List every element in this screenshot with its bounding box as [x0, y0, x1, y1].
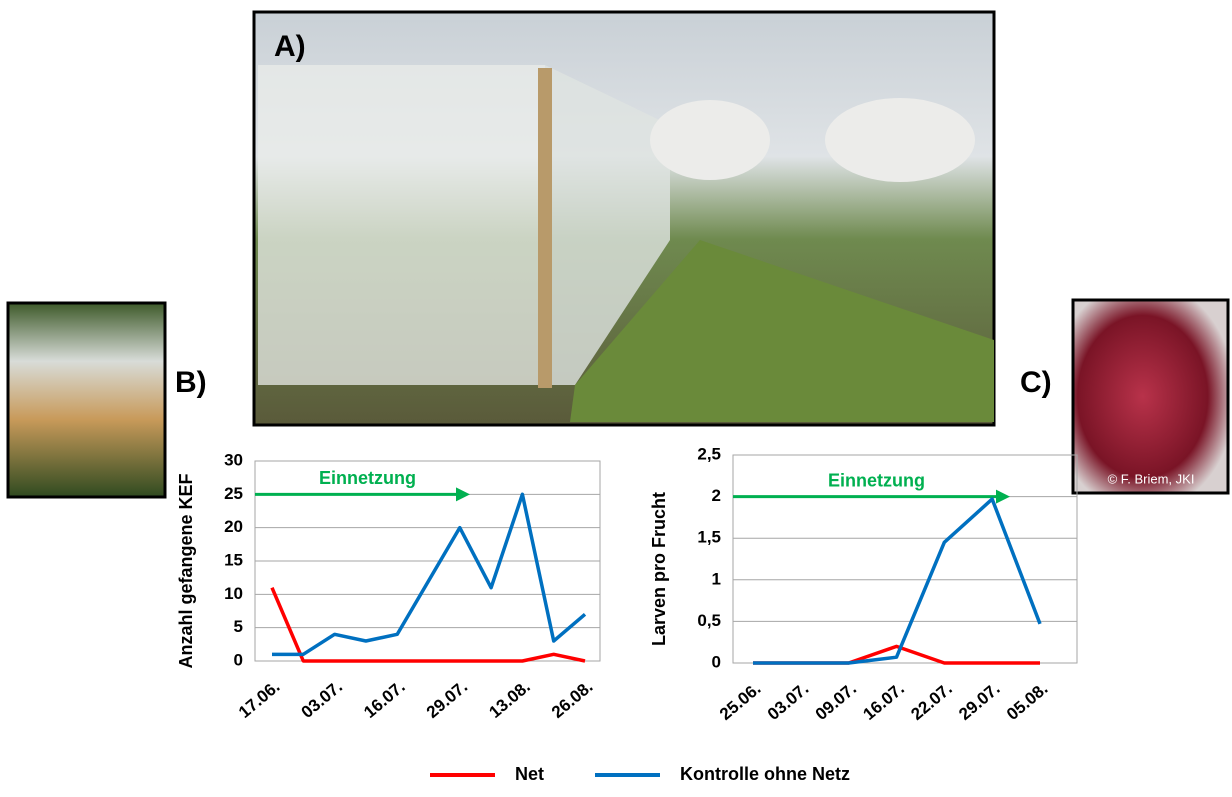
- x-tick-label: 22.07.: [907, 679, 955, 724]
- x-tick-label: 25.06.: [716, 679, 764, 724]
- series-line: [753, 499, 1040, 663]
- y-tick-label: 10: [224, 584, 243, 603]
- x-tick-label: 29.07.: [955, 679, 1003, 724]
- x-tick-label: 09.07.: [812, 679, 860, 724]
- x-tick-label: 03.07.: [298, 677, 346, 722]
- y-axis-label: Larven pro Frucht: [649, 492, 669, 646]
- y-tick-label: 0: [712, 652, 721, 671]
- annotation-arrowhead: [996, 490, 1010, 504]
- photo-berry: [1073, 300, 1228, 493]
- series-line: [272, 494, 585, 654]
- y-tick-label: 25: [224, 484, 243, 503]
- photo-trap: [8, 303, 165, 497]
- x-tick-label: 26.08.: [548, 677, 596, 722]
- y-tick-label: 5: [234, 617, 243, 636]
- x-tick-label: 16.07.: [360, 677, 408, 722]
- y-tick-label: 1: [712, 569, 721, 588]
- y-axis-label: Anzahl gefangene KEF: [176, 473, 196, 668]
- photo-field: [254, 12, 994, 425]
- panel-label: B): [175, 366, 207, 399]
- x-tick-label: 13.08.: [485, 677, 533, 722]
- panel-label: A): [274, 30, 306, 63]
- photo-credit: © F. Briem, JKI: [1108, 471, 1195, 486]
- y-tick-label: 15: [224, 550, 243, 569]
- y-tick-label: 30: [224, 450, 243, 469]
- annotation: Einnetzung: [319, 468, 416, 488]
- legend-label: Kontrolle ohne Netz: [680, 764, 850, 784]
- annotation-arrowhead: [456, 487, 470, 501]
- y-tick-label: 1,5: [697, 528, 721, 547]
- annotation: Einnetzung: [828, 470, 925, 490]
- x-tick-label: 05.08.: [1003, 679, 1051, 724]
- y-tick-label: 0: [234, 650, 243, 669]
- x-tick-label: 29.07.: [423, 677, 471, 722]
- legend-label: Net: [515, 764, 544, 784]
- x-tick-label: 16.07.: [860, 679, 908, 724]
- y-tick-label: 2: [712, 486, 721, 505]
- x-tick-label: 17.06.: [235, 677, 283, 722]
- y-tick-label: 0,5: [697, 611, 721, 630]
- figure: © F. Briem, JKI A) B) C) 051015202530Anz…: [0, 0, 1232, 792]
- panel-label: C): [1020, 366, 1052, 399]
- x-tick-label: 03.07.: [764, 679, 812, 724]
- y-tick-label: 2,5: [697, 444, 721, 463]
- y-tick-label: 20: [224, 517, 243, 536]
- series-line: [272, 588, 585, 661]
